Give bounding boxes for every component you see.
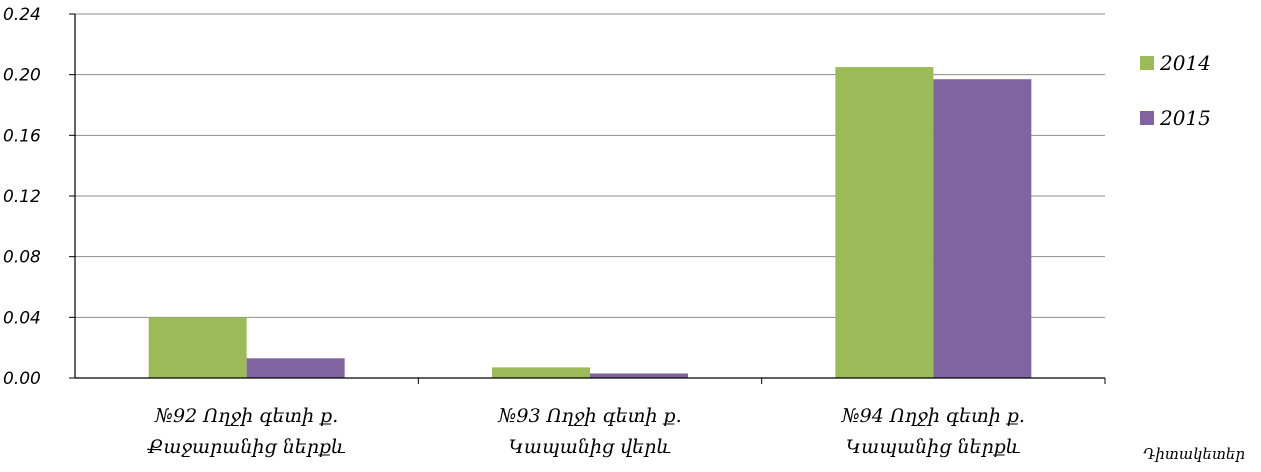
y-tick-label: 0.08 [3,248,41,268]
legend: 2014 2015 [1140,51,1211,130]
category-labels: №92 Ողջի գետի ք. Քաջարանից ներքև №93 Ողջի … [146,405,1025,458]
y-tick-label: 0.16 [3,126,41,146]
category-label: №93 Ողջի գետի ք. [497,405,681,427]
legend-swatch-2015 [1140,111,1154,125]
bar-2015-1 [590,373,688,378]
y-tick-label: 0.24 [3,5,41,25]
category-label: Կապանից վերև [509,436,672,458]
bar-2015-2 [933,79,1032,378]
axes [69,13,1106,384]
bar-2014-0 [148,317,247,378]
category-label: №94 Ողջի գետի ք. [841,405,1025,427]
bar-2014-1 [492,367,590,378]
y-tick-label: 0.00 [3,369,41,389]
category-label: №92 Ողջի գետի ք. [154,405,338,427]
legend-swatch-2014 [1140,56,1154,70]
y-tick-label: 0.12 [3,187,41,207]
x-axis-title: Դիտակետեր [1143,445,1245,463]
y-tick-labels: 0.00 0.04 0.08 0.12 0.16 0.20 0.24 [3,5,41,389]
y-tick-label: 0.20 [3,66,41,86]
bar-2014-2 [835,67,934,378]
category-label: Քաջարանից ներքև [146,436,346,458]
bar-2015-0 [246,358,345,378]
category-label: Կապանից ներքև [846,436,1021,458]
bars [148,67,1032,378]
y-tick-label: 0.04 [3,308,41,328]
legend-label-2015: 2015 [1159,106,1211,130]
legend-label-2014: 2014 [1159,51,1211,75]
